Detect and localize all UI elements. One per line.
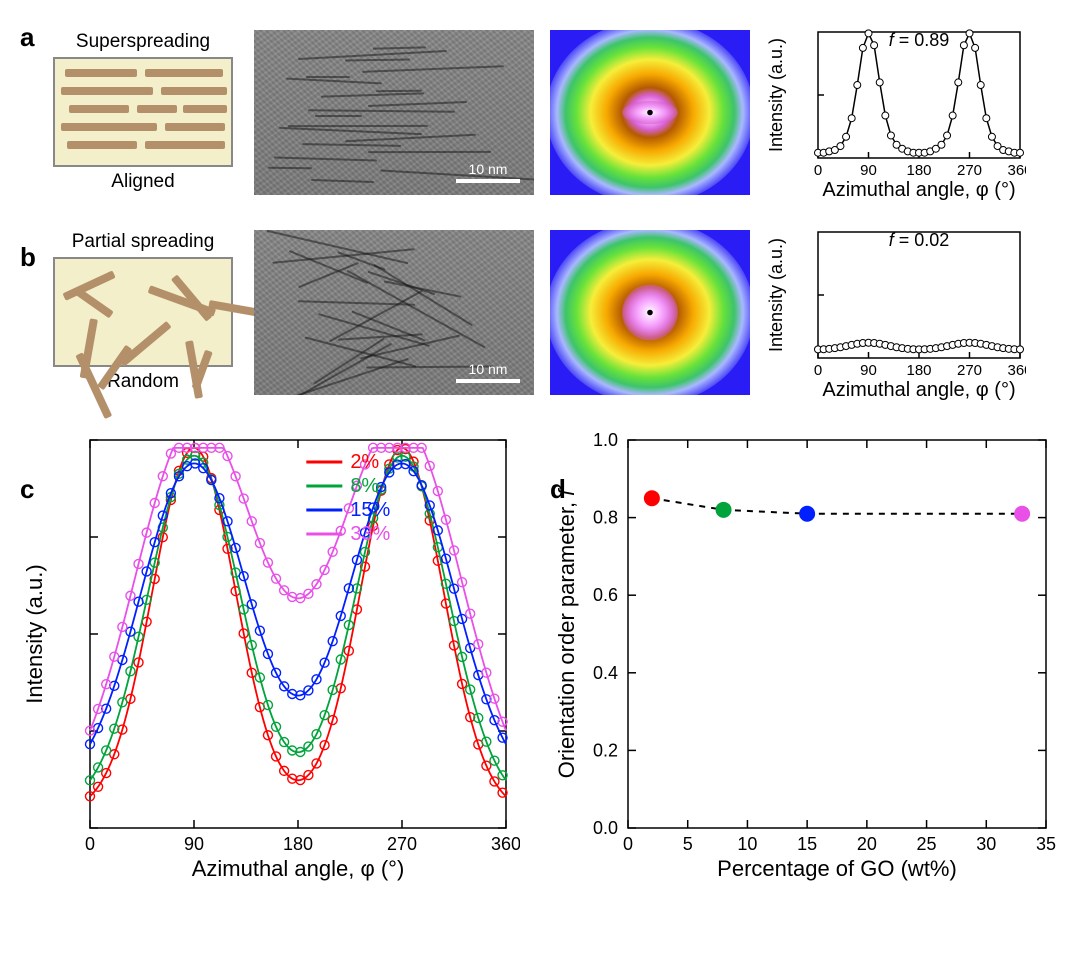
svg-text:Azimuthal angle, φ (°): Azimuthal angle, φ (°) xyxy=(822,379,1015,401)
svg-text:25: 25 xyxy=(917,834,937,854)
panel-a-chart: 0 90 180 270 360 f = 0.89 Azimuthal angle, φ (… xyxy=(766,22,1026,202)
svg-text:8%: 8% xyxy=(350,475,379,497)
scale-bar-b-label: 10 nm xyxy=(469,361,508,377)
panel-b-caption: Random xyxy=(48,371,238,393)
panel-a-caption: Aligned xyxy=(48,171,238,193)
svg-text:1.0: 1.0 xyxy=(593,430,618,450)
svg-text:90: 90 xyxy=(860,162,877,179)
svg-text:0: 0 xyxy=(85,834,95,854)
svg-text:0: 0 xyxy=(814,362,822,379)
scale-bar-a: 10 nm xyxy=(456,161,520,183)
panel-b-title: Partial spreading xyxy=(48,231,238,253)
panel-a-title: Superspreading xyxy=(48,31,238,53)
scale-bar-a-label: 10 nm xyxy=(469,161,508,177)
panel-b-schematic: Partial spreading Random xyxy=(48,231,238,393)
panel-b-label: b xyxy=(20,242,36,273)
svg-text:2%: 2% xyxy=(350,451,379,473)
panel-b-chart: 0 90 180 270 360 f = 0.02 Azimuthal angle, φ (… xyxy=(766,222,1026,402)
svg-text:Orientation order parameter, f: Orientation order parameter, f xyxy=(554,487,579,778)
svg-text:5: 5 xyxy=(683,834,693,854)
svg-text:270: 270 xyxy=(957,362,982,379)
svg-text:Intensity (a.u.): Intensity (a.u.) xyxy=(22,564,47,703)
svg-text:0: 0 xyxy=(623,834,633,854)
svg-text:180: 180 xyxy=(906,162,931,179)
svg-text:Percentage of GO (wt%): Percentage of GO (wt%) xyxy=(717,856,957,881)
svg-text:Azimuthal angle, φ (°): Azimuthal angle, φ (°) xyxy=(822,179,1015,201)
svg-text:360: 360 xyxy=(1007,162,1026,179)
panel-a-tem: 10 nm xyxy=(254,30,534,195)
figure: a b Superspreading Aligned 10 nm 0 90 180 2… xyxy=(20,22,1060,962)
svg-text:20: 20 xyxy=(857,834,877,854)
svg-text:90: 90 xyxy=(860,362,877,379)
svg-text:Azimuthal angle, φ (°): Azimuthal angle, φ (°) xyxy=(192,856,405,881)
svg-text:360: 360 xyxy=(1007,362,1026,379)
panel-a-diffraction xyxy=(550,30,750,195)
svg-text:15%: 15% xyxy=(350,499,390,521)
svg-text:f = 0.89: f = 0.89 xyxy=(889,30,950,50)
svg-text:180: 180 xyxy=(906,362,931,379)
svg-text:15: 15 xyxy=(797,834,817,854)
panel-b-diffraction xyxy=(550,230,750,395)
svg-text:Intensity (a.u.): Intensity (a.u.) xyxy=(766,38,786,152)
svg-text:Intensity (a.u.): Intensity (a.u.) xyxy=(766,238,786,352)
svg-text:10: 10 xyxy=(737,834,757,854)
svg-text:0.0: 0.0 xyxy=(593,818,618,838)
svg-text:0: 0 xyxy=(814,162,822,179)
panel-a-schematic: Superspreading Aligned xyxy=(48,31,238,193)
svg-text:270: 270 xyxy=(957,162,982,179)
panel-d-chart: 051015202530350.00.20.40.60.81.0Percenta… xyxy=(550,422,1050,882)
panel-a-label: a xyxy=(20,22,34,53)
svg-text:360: 360 xyxy=(491,834,520,854)
svg-text:f = 0.02: f = 0.02 xyxy=(889,230,950,250)
svg-text:0.4: 0.4 xyxy=(593,663,618,683)
scale-bar-b: 10 nm xyxy=(456,361,520,383)
panel-c-label: c xyxy=(20,474,34,505)
svg-text:33%: 33% xyxy=(350,523,390,545)
svg-text:30: 30 xyxy=(976,834,996,854)
svg-text:90: 90 xyxy=(184,834,204,854)
svg-text:0.8: 0.8 xyxy=(593,508,618,528)
svg-text:0.6: 0.6 xyxy=(593,585,618,605)
svg-text:180: 180 xyxy=(283,834,313,854)
panel-c-chart: 0 90 180 270 360 2%8%15%33% Azimuthal angle, φ… xyxy=(20,422,520,882)
svg-text:270: 270 xyxy=(387,834,417,854)
panel-b-tem: 10 nm xyxy=(254,230,534,395)
svg-text:0.2: 0.2 xyxy=(593,740,618,760)
svg-text:35: 35 xyxy=(1036,834,1056,854)
